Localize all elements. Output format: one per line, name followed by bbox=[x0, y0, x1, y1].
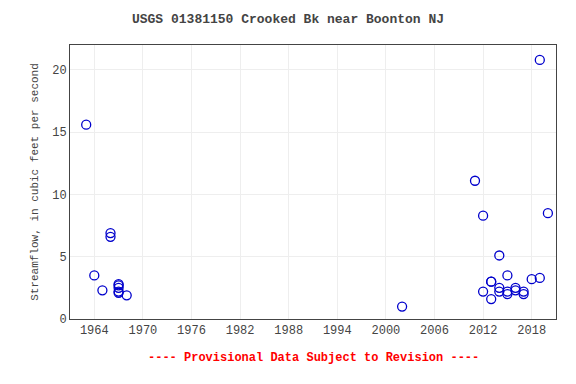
svg-text:0: 0 bbox=[59, 313, 66, 327]
svg-text:1964: 1964 bbox=[80, 324, 109, 338]
svg-text:15: 15 bbox=[52, 126, 66, 140]
svg-text:5: 5 bbox=[59, 251, 66, 265]
svg-text:1994: 1994 bbox=[323, 324, 352, 338]
svg-text:2006: 2006 bbox=[420, 324, 449, 338]
svg-text:20: 20 bbox=[52, 64, 66, 78]
svg-text:2012: 2012 bbox=[469, 324, 498, 338]
svg-text:USGS 01381150 Crooked Bk near: USGS 01381150 Crooked Bk near Boonton NJ bbox=[132, 12, 444, 27]
svg-text:2018: 2018 bbox=[517, 324, 546, 338]
svg-text:1988: 1988 bbox=[274, 324, 303, 338]
svg-text:10: 10 bbox=[52, 189, 66, 203]
svg-text:2000: 2000 bbox=[371, 324, 400, 338]
svg-text:---- Provisional Data Subject: ---- Provisional Data Subject to Revisio… bbox=[148, 351, 479, 365]
svg-text:1970: 1970 bbox=[128, 324, 157, 338]
svg-text:Streamflow, in cubic feet per: Streamflow, in cubic feet per second bbox=[29, 63, 41, 301]
svg-text:1982: 1982 bbox=[226, 324, 255, 338]
svg-text:1976: 1976 bbox=[177, 324, 206, 338]
